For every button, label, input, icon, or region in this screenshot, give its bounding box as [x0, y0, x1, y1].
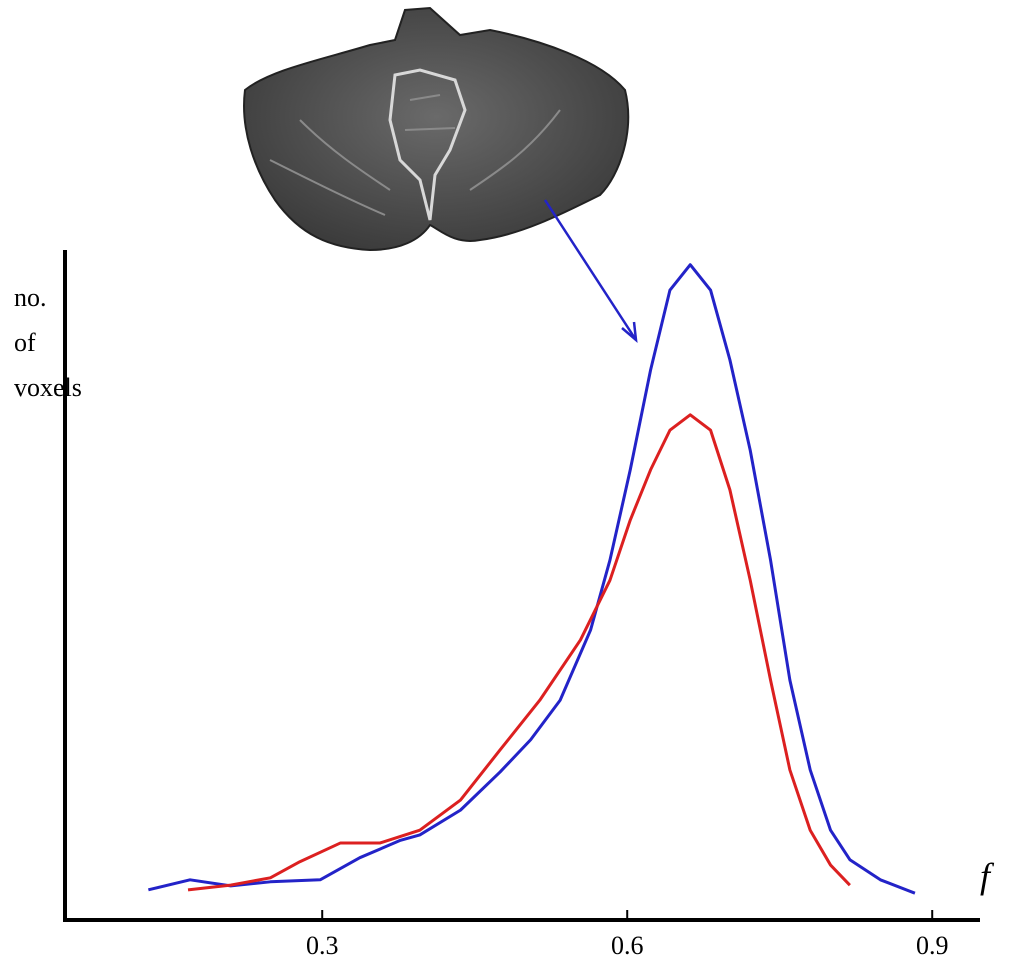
x-tick-label: 0.6 [611, 931, 644, 960]
x-tick-label: 0.9 [916, 931, 949, 960]
y-axis-label: voxels [14, 373, 82, 402]
y-axis-label: of [14, 328, 36, 357]
line-series [148, 263, 916, 895]
arrow [543, 199, 638, 341]
brain-image [243, 6, 630, 252]
line-series [187, 413, 851, 892]
x-tick-label: 0.3 [306, 931, 339, 960]
arrow-head [621, 321, 638, 344]
y-axis-label: no. [14, 283, 47, 312]
x-axis-label: f [980, 856, 995, 896]
